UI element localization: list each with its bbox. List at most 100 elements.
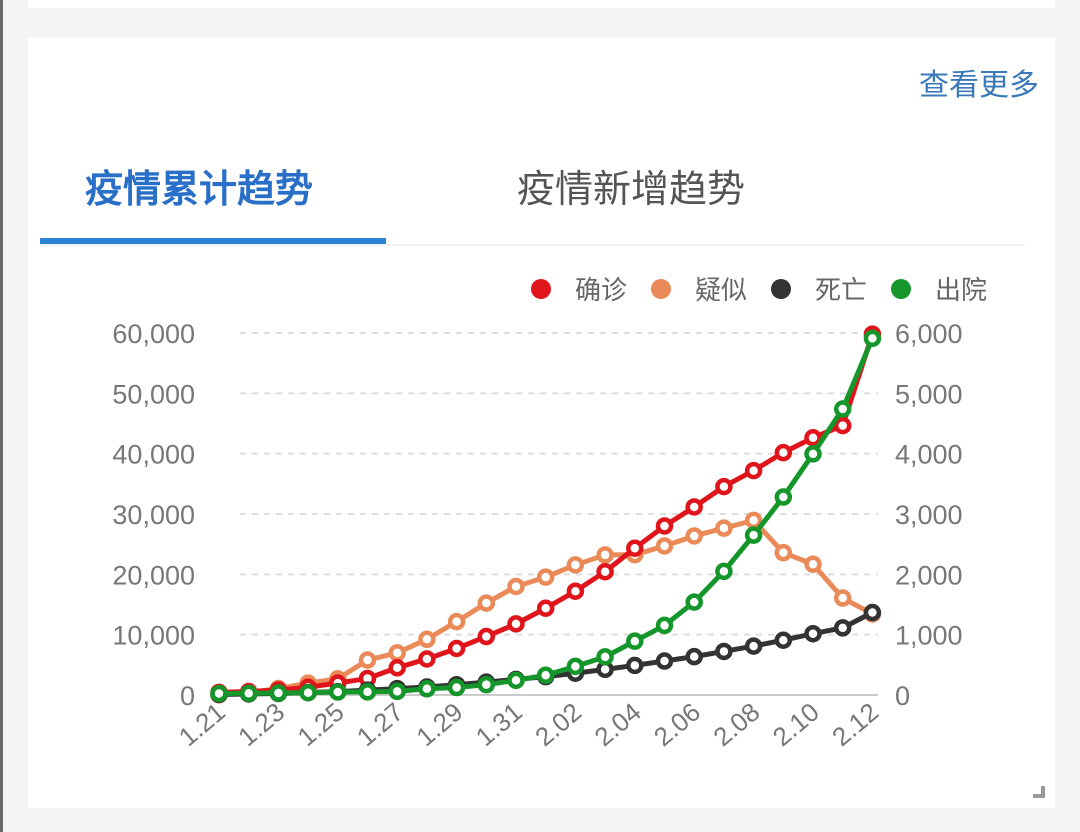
data-point[interactable] [447,678,466,697]
data-point[interactable] [744,637,763,655]
x-tick-label: 2.06 [648,697,706,753]
data-point[interactable] [715,477,733,496]
data-point[interactable] [447,639,466,658]
data-point[interactable] [536,568,555,586]
data-point[interactable] [715,519,733,537]
y-left-tick-label: 50,000 [112,379,195,409]
data-point[interactable] [804,429,822,447]
y-right-tick-label: 6,000 [895,319,963,349]
data-point[interactable] [210,684,228,703]
data-point[interactable] [507,577,525,596]
x-tick-label: 1.29 [410,697,468,753]
data-point[interactable] [685,498,703,516]
data-point[interactable] [329,683,347,701]
data-point[interactable] [358,683,377,701]
y-left-tick-label: 60,000 [112,319,195,349]
data-point[interactable] [596,546,614,564]
data-point[interactable] [299,683,317,702]
x-tick-label: 2.04 [589,697,647,753]
data-point[interactable] [833,589,852,607]
data-point[interactable] [833,619,852,637]
y-left-tick-label: 30,000 [112,500,195,530]
legend-label: 确诊 [574,276,627,306]
legend-label: 死亡 [814,276,867,306]
view-more-link[interactable]: 查看更多 [919,68,1039,103]
data-point[interactable] [715,642,733,661]
data-point[interactable] [774,631,793,649]
data-point[interactable] [447,612,466,631]
y-left-tick-label: 10,000 [112,621,195,651]
x-tick-label: 1.27 [351,697,409,753]
data-point[interactable] [507,615,525,633]
data-point[interactable] [685,593,703,611]
data-point[interactable] [507,671,525,690]
legend-dot-icon [530,278,551,299]
y-right-tick-label: 2,000 [895,560,963,590]
x-tick-label: 1.25 [292,697,350,753]
data-point[interactable] [744,511,763,530]
data-point[interactable] [774,543,793,562]
series-recovered [210,329,882,703]
y-right-tick-label: 3,000 [895,500,963,530]
tab-cumulative-trend[interactable]: 疫情累计趋势 [85,167,314,211]
data-point[interactable] [269,684,288,702]
y-right-tick-label: 1,000 [895,621,963,651]
data-point[interactable] [536,666,555,684]
tab-new-trend[interactable]: 疫情新增趋势 [517,167,746,211]
chart-legend: 确诊 疑似 死亡 出院 [507,270,987,307]
active-tab-indicator [40,238,386,244]
data-point[interactable] [833,400,852,418]
legend-item-recovered[interactable]: 出院 [890,270,987,307]
data-point[interactable] [774,488,793,506]
data-point[interactable] [536,599,555,617]
legend-item-deaths[interactable]: 死亡 [770,270,867,307]
data-point[interactable] [655,652,674,670]
data-point[interactable] [418,680,436,698]
data-point[interactable] [418,650,436,668]
data-point[interactable] [863,603,882,622]
legend-item-confirmed[interactable]: 确诊 [530,270,627,307]
y-left-tick-label: 40,000 [112,440,195,470]
data-point[interactable] [774,443,793,462]
x-tick-label: 2.12 [826,697,884,753]
data-point[interactable] [804,445,822,463]
data-point[interactable] [744,461,763,480]
legend-dot-icon [650,278,671,299]
data-point[interactable] [239,684,258,703]
data-point[interactable] [804,555,822,573]
legend-dot-icon [770,278,791,299]
data-point[interactable] [566,657,585,676]
data-point[interactable] [477,594,496,612]
data-point[interactable] [626,539,644,557]
legend-item-suspected[interactable]: 疑似 [650,270,747,307]
data-point[interactable] [596,648,614,666]
data-point[interactable] [804,624,822,643]
data-point[interactable] [655,537,674,555]
data-point[interactable] [388,644,406,662]
data-point[interactable] [833,416,852,435]
data-point[interactable] [655,517,674,535]
resize-corner-icon [1033,786,1045,798]
data-point[interactable] [418,630,436,649]
data-point[interactable] [358,651,377,669]
data-point[interactable] [566,556,585,574]
previous-card [28,0,1055,8]
data-point[interactable] [655,616,674,635]
data-point[interactable] [566,582,585,600]
data-point[interactable] [626,632,644,650]
window-edge [0,0,3,832]
y-left-tick-label: 20,000 [112,560,195,590]
data-point[interactable] [596,562,614,581]
data-point[interactable] [685,647,703,666]
data-point[interactable] [388,682,406,701]
x-tick-label: 2.10 [767,697,825,753]
data-point[interactable] [863,329,882,348]
data-point[interactable] [477,675,496,694]
data-point[interactable] [477,627,496,646]
data-point[interactable] [744,526,763,544]
data-point[interactable] [388,659,406,677]
legend-label: 出院 [934,276,987,306]
data-point[interactable] [626,656,644,675]
data-point[interactable] [715,562,733,581]
data-point[interactable] [685,527,703,545]
